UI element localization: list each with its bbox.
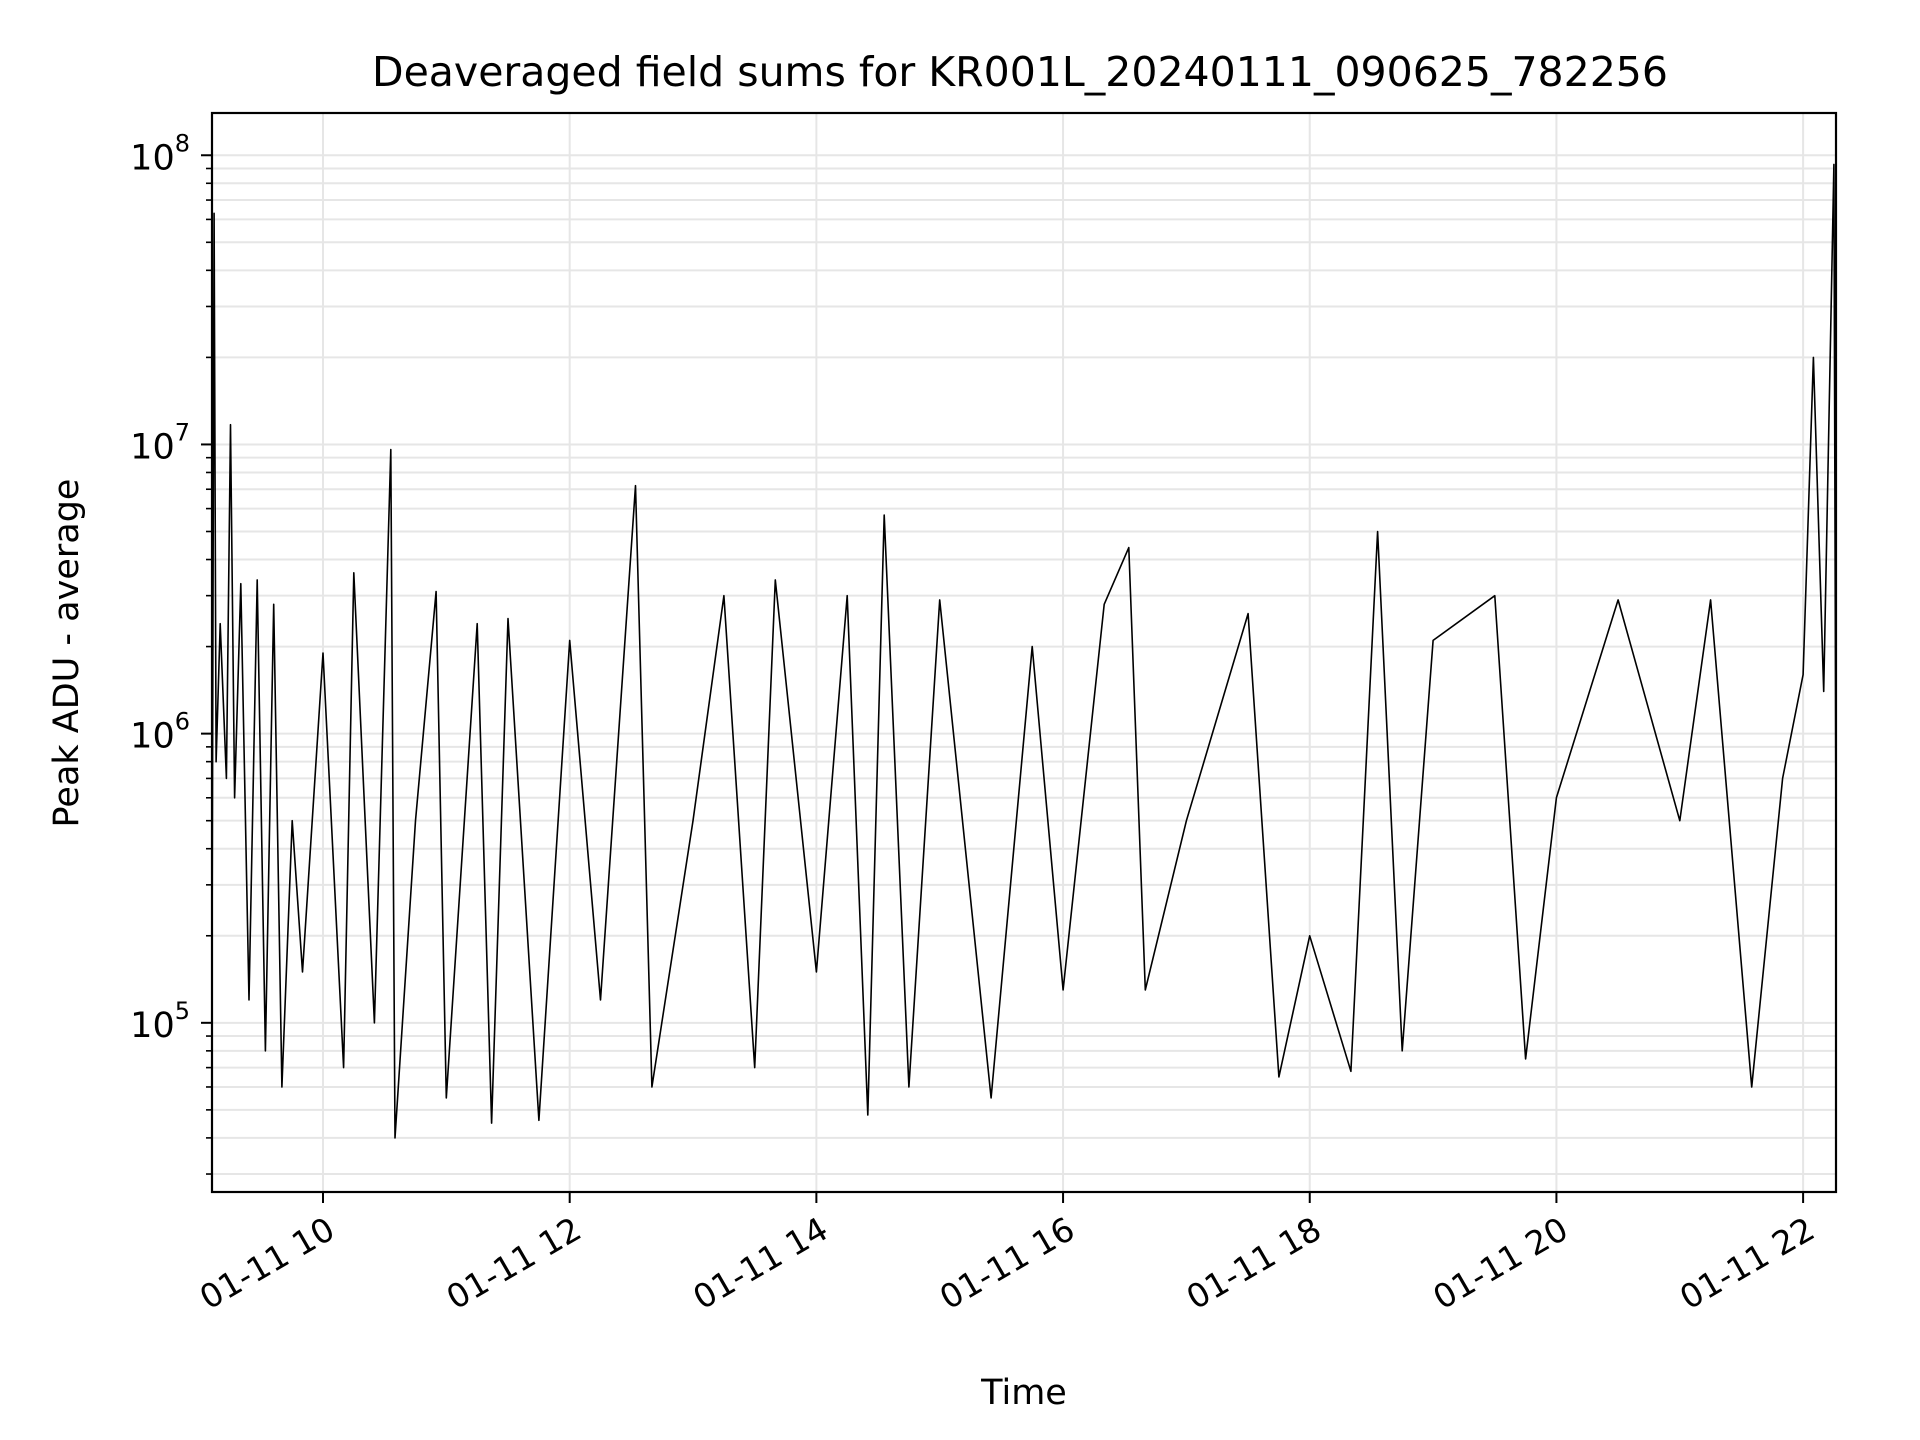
chart-title: Deaveraged field sums for KR001L_2024011…: [372, 48, 1668, 96]
y-tick-label: 105: [130, 997, 190, 1046]
series-line: [211, 163, 1837, 1139]
series-layer: [211, 163, 1837, 1139]
y-tick-label: 106: [130, 708, 190, 757]
y-tick-label: 107: [130, 418, 190, 467]
x-axis-label: Time: [980, 1373, 1067, 1413]
y-tick-label: 108: [130, 129, 190, 178]
y-axis-label: Peak ADU - average: [47, 479, 87, 828]
y-axis: 105 106 107 108: [130, 129, 212, 1175]
plot-frame: [210, 111, 1838, 1194]
